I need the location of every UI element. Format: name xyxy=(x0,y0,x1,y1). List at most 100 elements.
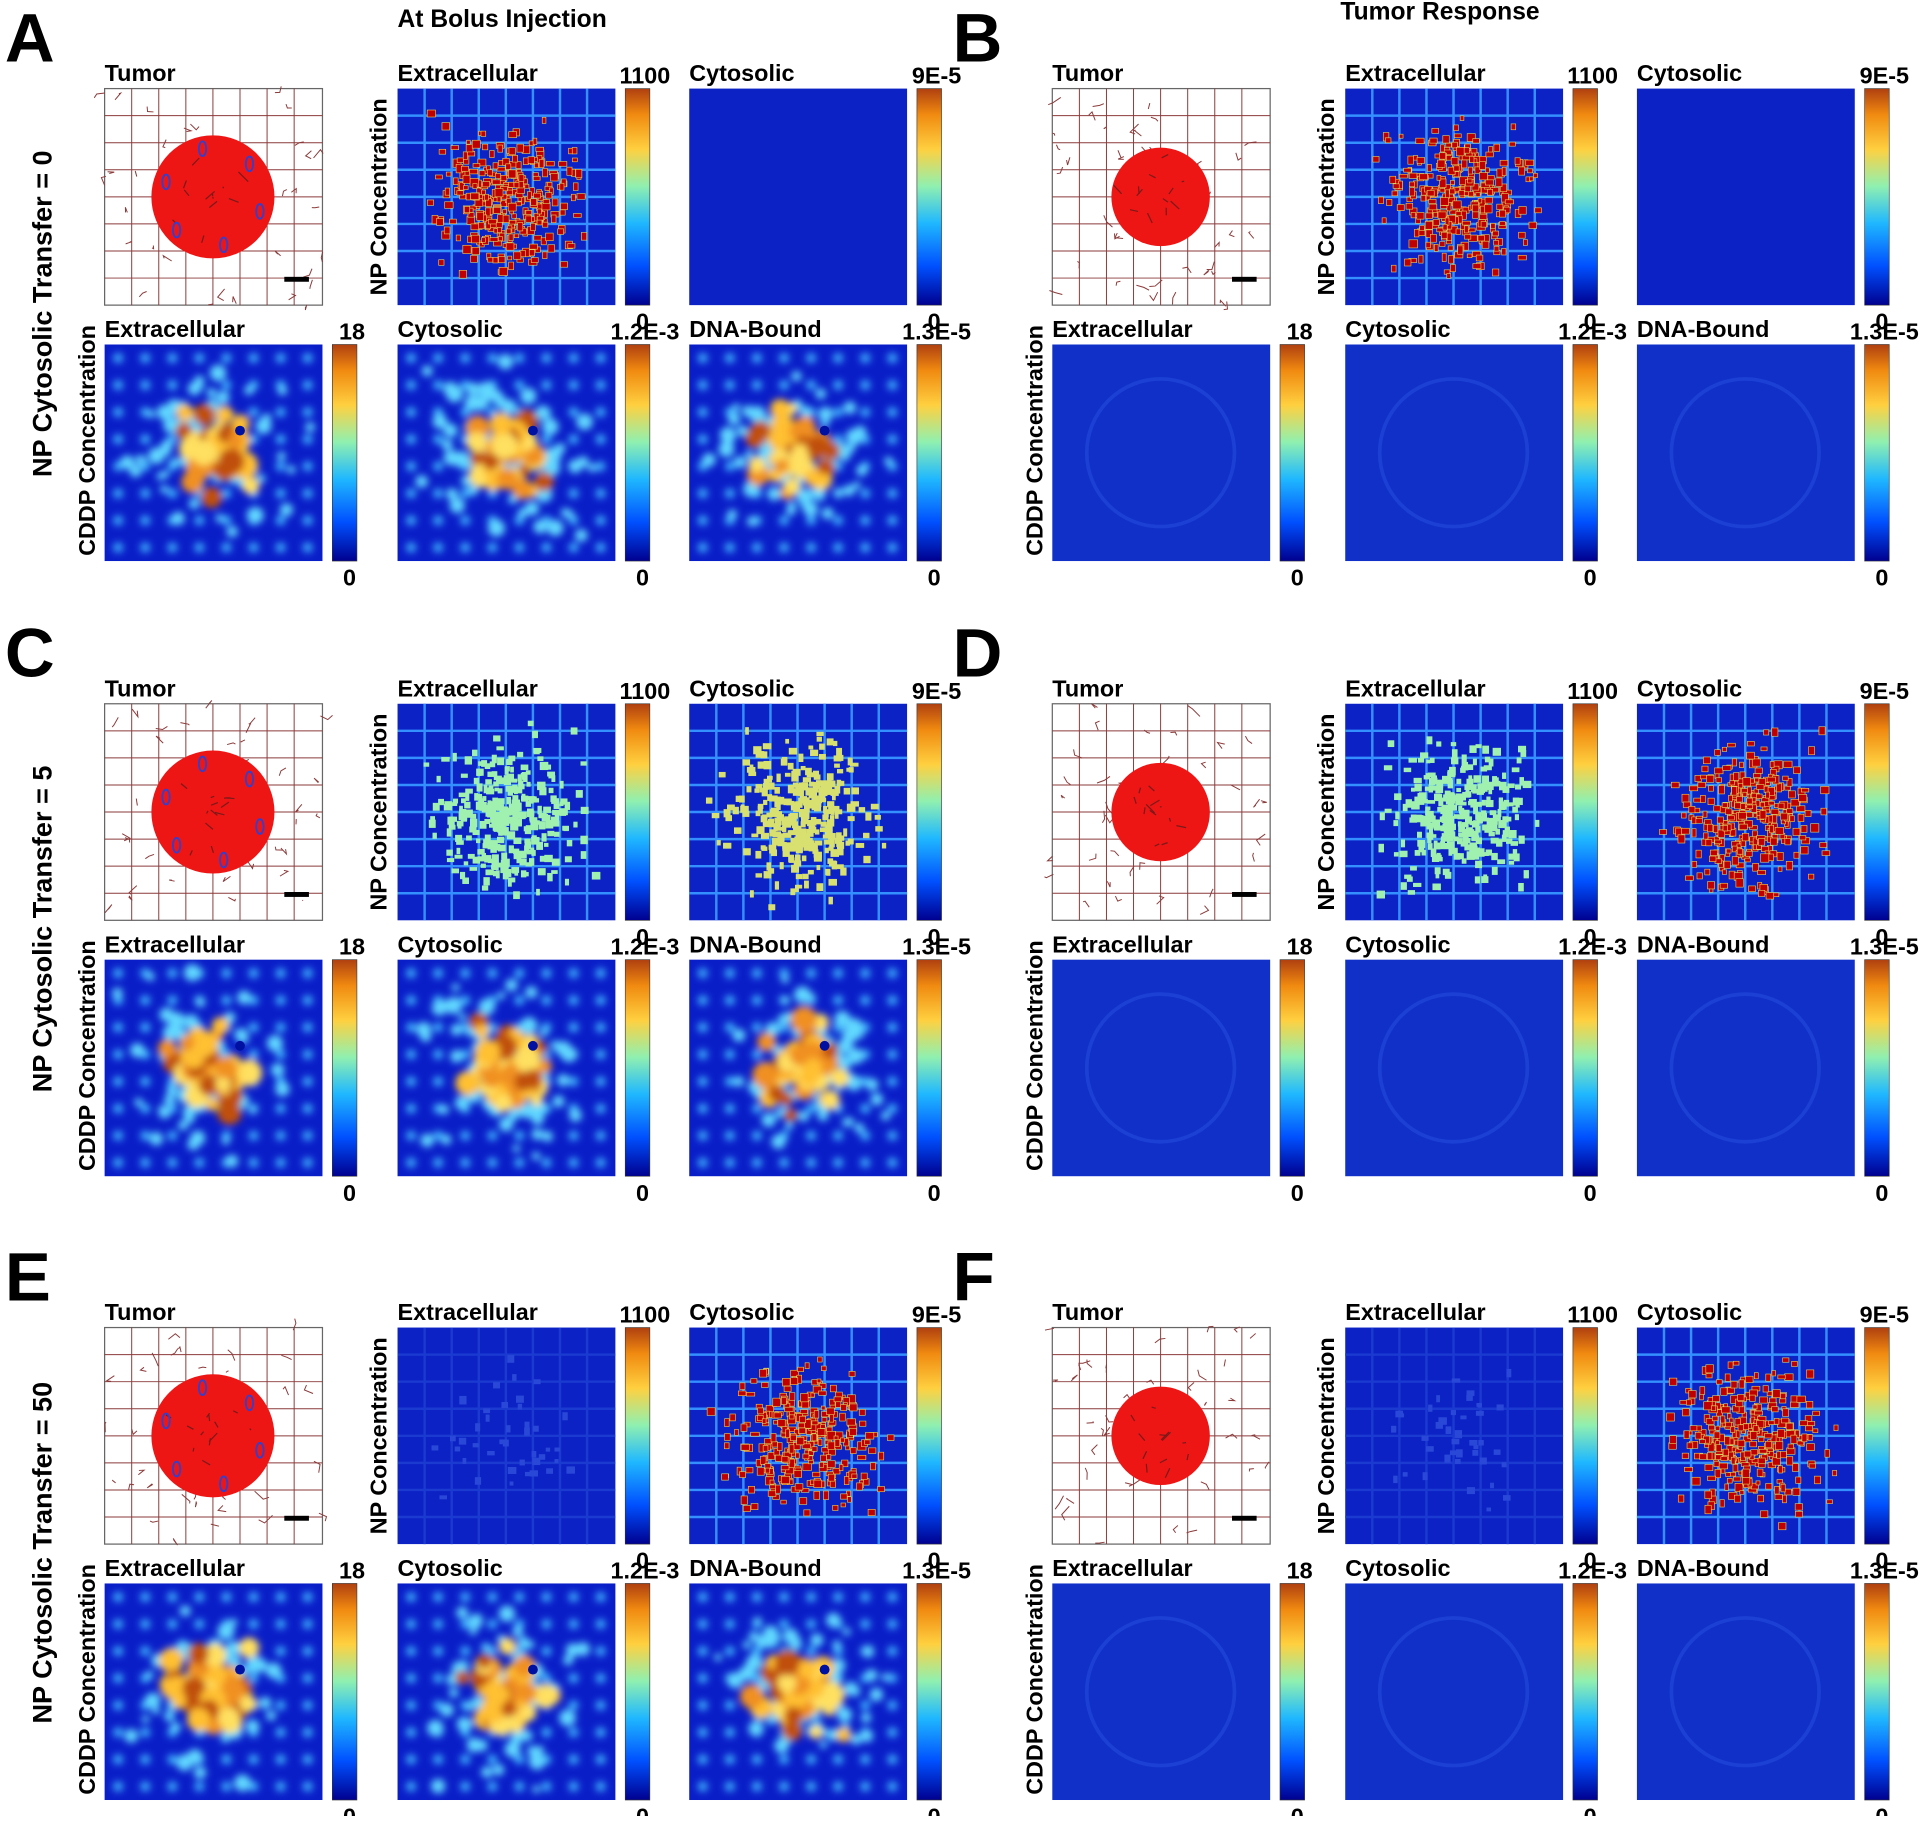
np-speck xyxy=(822,1418,827,1422)
np-speck xyxy=(1475,861,1482,868)
np-speck xyxy=(782,1378,790,1386)
np-speck xyxy=(1468,775,1472,783)
np-speck xyxy=(1724,861,1730,868)
np-speck xyxy=(1464,148,1469,154)
np-speck xyxy=(1437,807,1443,812)
np-speck xyxy=(1509,142,1515,146)
blob xyxy=(234,1028,248,1042)
np-speck xyxy=(1535,208,1542,213)
blob xyxy=(433,1646,443,1656)
np-speck xyxy=(1811,824,1819,832)
colorbar-max-label: 1.2E-3 xyxy=(1558,319,1627,345)
np-speck xyxy=(512,795,518,800)
np-speck xyxy=(1706,1365,1714,1373)
np-speck xyxy=(776,811,782,817)
np-speck xyxy=(463,175,470,183)
cddp-map xyxy=(105,960,323,1177)
np-speck xyxy=(1421,195,1426,201)
np-speck xyxy=(503,209,507,213)
np-speck xyxy=(473,163,480,167)
blob xyxy=(222,543,232,553)
np-speck xyxy=(1749,886,1756,892)
np-speck xyxy=(512,1374,516,1381)
np-speck xyxy=(1445,190,1449,199)
np-speck xyxy=(1723,766,1731,771)
map-title: Cytosolic xyxy=(1637,60,1742,86)
colorbar-min-label: 0 xyxy=(636,1180,649,1206)
colorbar-min-label: 0 xyxy=(1291,1180,1304,1206)
blob xyxy=(860,1754,870,1764)
blob xyxy=(725,1727,735,1737)
blob xyxy=(752,1782,762,1792)
np-speck xyxy=(509,234,513,241)
blob xyxy=(487,1131,497,1141)
tumor-map xyxy=(105,1319,327,1545)
blob xyxy=(187,1708,210,1731)
blob xyxy=(406,1592,416,1602)
blob xyxy=(433,1592,443,1602)
row-label: NP Cytosolic Transfer = 0 xyxy=(27,150,58,477)
map-title: DNA-Bound xyxy=(689,1555,821,1581)
np-speck xyxy=(560,183,564,190)
panel-letter: D xyxy=(953,615,1003,692)
np-speck xyxy=(1698,782,1706,787)
blob xyxy=(854,1123,864,1133)
np-speck xyxy=(537,806,541,815)
np-speck xyxy=(1787,1457,1793,1466)
blob xyxy=(745,1660,758,1673)
np-speck xyxy=(509,170,516,178)
np-speck xyxy=(806,829,813,837)
np-speck xyxy=(1425,807,1430,811)
np-speck xyxy=(850,801,859,806)
np-speck xyxy=(1436,741,1441,746)
row-label: NP Cytosolic Transfer = 5 xyxy=(27,766,58,1093)
blob xyxy=(167,1619,177,1629)
blob xyxy=(225,1155,238,1168)
blob xyxy=(569,1727,579,1737)
np-speck xyxy=(1783,1358,1789,1362)
blob xyxy=(455,1071,480,1096)
blob xyxy=(596,1158,606,1168)
blob xyxy=(725,1131,735,1141)
map-title: Cytosolic xyxy=(398,931,503,957)
np-speck xyxy=(1427,800,1435,804)
np-speck xyxy=(799,809,806,817)
np-speck xyxy=(1393,184,1399,189)
np-speck xyxy=(1732,857,1738,865)
np-speck xyxy=(1700,1387,1705,1395)
np-speck xyxy=(1502,248,1506,255)
np-speck xyxy=(1502,167,1506,175)
np-speck xyxy=(1487,189,1492,195)
np-speck xyxy=(1451,757,1458,764)
np-speck xyxy=(1388,740,1395,747)
blob xyxy=(596,1727,606,1737)
np-speck xyxy=(1790,1402,1799,1407)
np-speck xyxy=(1682,1409,1689,1416)
blob xyxy=(276,995,286,1005)
np-speck xyxy=(1529,177,1533,181)
blob xyxy=(249,543,259,553)
blob xyxy=(596,1782,606,1792)
np-speck xyxy=(741,1496,747,1505)
np-speck xyxy=(1728,1362,1733,1368)
np-speck xyxy=(751,1379,757,1384)
np-speck xyxy=(1476,1411,1484,1416)
np-speck xyxy=(459,1438,466,1445)
blob xyxy=(843,485,854,496)
blob xyxy=(815,388,826,399)
blob xyxy=(514,995,524,1005)
blob xyxy=(276,1131,286,1141)
blob xyxy=(460,968,470,978)
np-speck xyxy=(774,787,779,794)
np-map xyxy=(398,1328,616,1545)
blob xyxy=(777,1015,787,1025)
blob xyxy=(770,399,790,419)
np-speck xyxy=(551,215,556,223)
blob xyxy=(113,516,123,526)
blob xyxy=(514,1782,524,1792)
blob xyxy=(303,1673,313,1683)
map-title: Extracellular xyxy=(105,931,245,957)
np-speck xyxy=(1409,188,1414,196)
np-speck xyxy=(504,779,511,785)
np-speck xyxy=(768,1491,776,1497)
